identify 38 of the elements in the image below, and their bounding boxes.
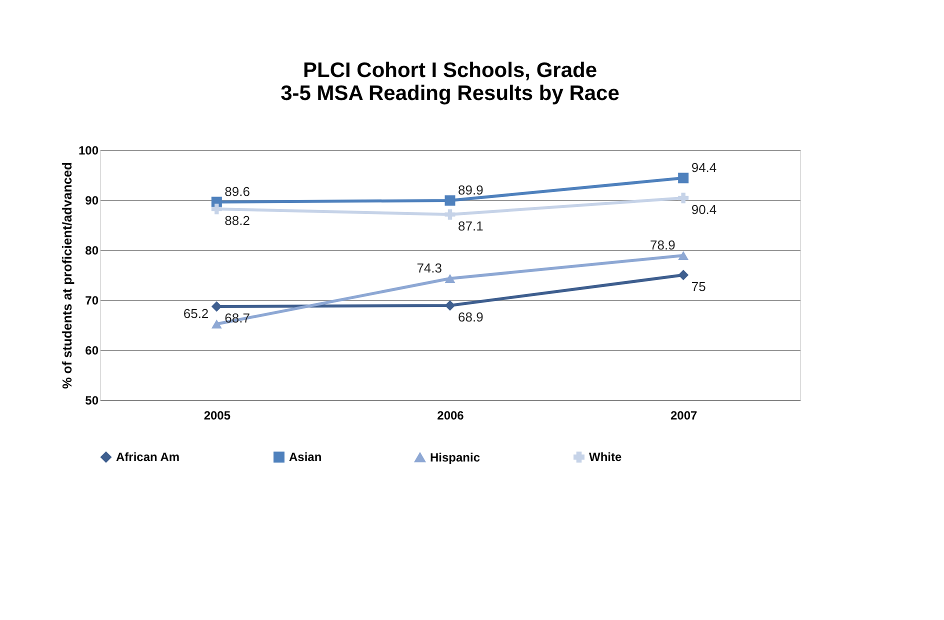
y-tick-label: 60 — [85, 344, 99, 358]
x-tick-label: 2007 — [670, 408, 698, 422]
legend-label: White — [589, 450, 622, 464]
y-tick-label: 80 — [85, 244, 99, 258]
y-tick-label: 50 — [85, 394, 99, 408]
data-label: 87.1 — [458, 218, 484, 234]
point — [444, 195, 456, 206]
x-tick-label: 2006 — [437, 408, 464, 422]
data-label: 89.6 — [224, 184, 250, 199]
legend-label: African Am — [116, 450, 180, 464]
data-label: 65.2 — [183, 306, 209, 321]
point — [444, 274, 456, 284]
point — [444, 300, 456, 311]
point — [211, 204, 222, 214]
legend-label: Asian — [289, 450, 322, 464]
data-label: 68.7 — [224, 310, 250, 326]
point — [678, 172, 689, 184]
chart-title: PLCI Cohort I Schools, Grade 3-5 MSA Reading Results by Race — [280, 59, 620, 105]
point — [211, 319, 222, 329]
data-label: 89.9 — [458, 182, 484, 198]
data-label: 78.9 — [650, 238, 676, 252]
y-tick-label: 70 — [85, 294, 99, 308]
point — [678, 270, 689, 280]
data-label: 74.3 — [416, 260, 442, 276]
point — [678, 250, 689, 260]
data-label: 88.2 — [224, 213, 250, 228]
data-label: 94.4 — [691, 160, 717, 175]
point — [444, 209, 456, 220]
data-label: 68.9 — [458, 310, 484, 324]
x-tick-label: 2005 — [204, 408, 231, 422]
legend-label: Hispanic — [430, 450, 480, 464]
y-tick-label: 90 — [85, 194, 99, 208]
data-label: 75 — [691, 279, 706, 294]
y-axis-title: % of students at proficient/advanced — [59, 162, 74, 389]
point — [678, 192, 689, 204]
point — [211, 301, 222, 312]
y-tick-label: 100 — [78, 144, 99, 158]
data-label: 90.4 — [691, 202, 717, 217]
